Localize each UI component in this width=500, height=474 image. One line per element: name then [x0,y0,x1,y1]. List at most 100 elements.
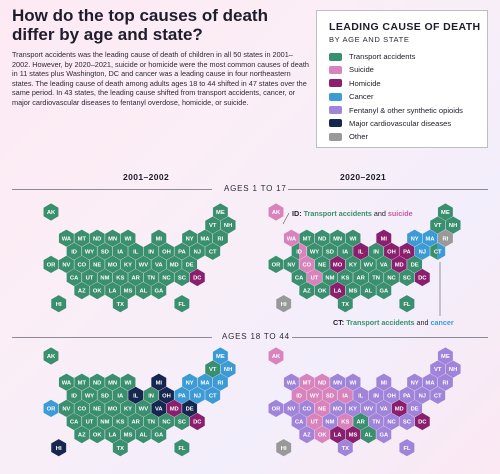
hex-shape [189,242,205,260]
hex-shape [299,282,315,300]
state-label: CO [77,263,86,269]
state-hex-nj: NJ [189,386,205,404]
state-hex-nc: NC [384,412,399,431]
hex-shape [197,229,213,247]
hex-shape [89,426,105,444]
state-hex-ms: MS [120,282,136,300]
state-hex-wi: WI [345,229,361,247]
hex-shape [151,255,167,273]
state-hex-mi: MI [151,229,167,247]
state-hex-me: ME [212,203,228,221]
state-label: IN [373,249,379,255]
state-hex-ga: GA [376,426,392,444]
state-label: MT [303,236,312,242]
hex-shape [299,373,315,391]
state-hex-mt: MT [299,373,315,391]
state-label: NE [318,407,326,413]
state-hex-va: VA [376,399,392,417]
state-hex-de: DE [407,255,423,273]
state-hex-nd: ND [89,373,105,391]
divider [288,189,488,190]
state-hex-fl: FL [174,295,190,313]
hex-shape [437,229,453,247]
legend-box: LEADING CAUSE OF DEATH BY AGE AND STATE … [316,10,488,148]
hex-shape [112,386,128,404]
state-hex-ok: OK [89,426,105,444]
hex-shape [276,295,292,313]
state-hex-pa: PA [174,242,190,260]
hex-shape [212,373,228,391]
hex-shape [330,282,346,300]
legend-item-cancer: Cancer [329,91,463,102]
state-hex-hi: HI [51,295,67,313]
state-hex-in: IN [368,242,384,260]
state-label: LA [334,289,343,295]
state-hex-ca: CA [66,412,82,431]
state-hex-oh: OH [159,386,174,404]
state-hex-al: AL [360,426,376,444]
hex-shape [307,386,322,404]
annotation-leader-line [282,212,290,225]
hex-shape [205,242,221,260]
state-label: OR [47,407,57,413]
hex-shape [128,268,144,287]
state-hex-vt: VT [430,216,446,234]
hex-shape [360,426,376,444]
state-hex-vt: VT [430,360,446,378]
hex-shape [128,242,144,260]
state-hex-nc: NC [159,268,174,287]
state-label: MS [124,433,133,439]
state-label: PA [178,393,186,399]
hex-shape [414,412,430,431]
state-label: ID [71,249,77,255]
state-hex-ky: KY [345,399,361,417]
hex-shape [307,412,322,431]
state-hex-ms: MS [345,426,361,444]
state-hex-vt: VT [205,216,221,234]
state-hex-vt: VT [205,360,221,378]
hex-shape [174,295,190,313]
state-hex-ct: CT [430,242,446,260]
state-label: TX [117,446,125,452]
state-label: CA [295,276,304,282]
hex-shape [74,282,90,300]
state-hex-ne: NE [314,255,330,273]
hex-shape [399,412,415,431]
hex-shape [337,295,353,313]
state-hex-ms: MS [120,426,136,444]
hex-shape [58,373,74,391]
state-label: VT [434,367,442,373]
hex-shape [337,439,353,457]
state-label: SC [403,276,412,282]
state-hex-la: LA [330,426,346,444]
hex-shape [89,282,105,300]
state-label: DE [411,407,419,413]
hex-shape [112,439,128,457]
state-hex-sd: SD [97,242,113,260]
state-label: MA [200,236,210,242]
state-label: IN [373,393,379,399]
legend-label: Fentanyl & other synthetic opioids [349,105,463,115]
state-hex-mn: MN [105,373,121,391]
state-hex-nc: NC [384,268,399,287]
state-hex-mo: MO [105,255,121,273]
state-label: TN [372,420,380,426]
state-hex-ms: MS [345,282,361,300]
state-hex-ri: RI [212,229,228,247]
hex-shape [422,229,438,247]
legend-label: Cancer [349,92,374,102]
hex-shape [283,399,299,417]
state-label: ME [441,210,450,216]
hex-shape [151,399,167,417]
state-label: AZ [303,433,311,439]
hex-shape [422,373,438,391]
hex-shape [189,386,205,404]
hex-shape [399,295,415,313]
state-label: MO [333,263,343,269]
state-hex-nv: NV [58,399,74,417]
state-label: DE [186,407,194,413]
hex-shape [314,282,330,300]
hex-shape [384,386,399,404]
state-hex-wi: WI [120,373,136,391]
